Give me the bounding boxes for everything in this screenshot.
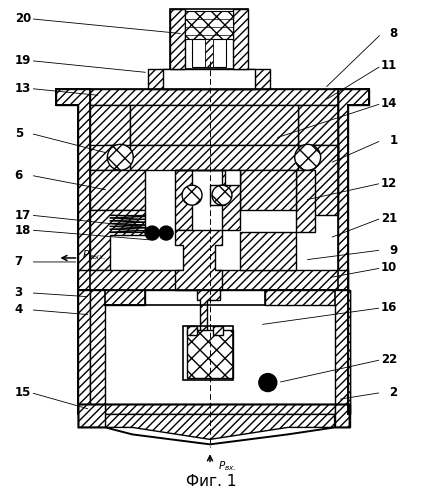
Text: 18: 18 [15, 224, 31, 236]
Polygon shape [298, 106, 338, 166]
Bar [185, 11, 233, 38]
Text: 1: 1 [389, 134, 397, 147]
Text: 9: 9 [389, 244, 397, 256]
Polygon shape [265, 290, 349, 414]
Polygon shape [55, 88, 91, 290]
Text: 3: 3 [15, 286, 23, 300]
Circle shape [212, 185, 232, 205]
Polygon shape [105, 404, 335, 414]
Text: 19: 19 [15, 54, 31, 67]
Text: 2: 2 [389, 386, 397, 399]
Polygon shape [338, 290, 349, 414]
Polygon shape [91, 210, 145, 270]
Circle shape [159, 226, 173, 240]
Polygon shape [175, 230, 222, 290]
Polygon shape [91, 290, 145, 414]
Text: 13: 13 [15, 82, 31, 95]
Polygon shape [130, 106, 298, 146]
Polygon shape [78, 270, 348, 300]
Text: 14: 14 [381, 97, 397, 110]
Polygon shape [170, 9, 185, 68]
Circle shape [259, 374, 277, 392]
Polygon shape [175, 170, 240, 205]
Circle shape [295, 144, 321, 171]
Text: 8: 8 [389, 27, 397, 40]
Text: 7: 7 [15, 256, 23, 268]
Polygon shape [91, 146, 120, 171]
Text: 12: 12 [381, 176, 397, 190]
Text: 16: 16 [381, 302, 397, 314]
Text: 17: 17 [15, 208, 31, 222]
Circle shape [145, 226, 159, 240]
Text: 22: 22 [381, 353, 397, 366]
Circle shape [107, 144, 133, 171]
Polygon shape [148, 68, 270, 88]
Polygon shape [213, 326, 223, 334]
Polygon shape [335, 404, 349, 427]
Polygon shape [296, 170, 315, 232]
Text: 21: 21 [381, 212, 397, 224]
Polygon shape [91, 170, 145, 210]
Polygon shape [78, 290, 91, 414]
Polygon shape [338, 88, 369, 290]
Polygon shape [130, 146, 298, 171]
Polygon shape [308, 146, 338, 171]
Polygon shape [233, 9, 248, 68]
Polygon shape [170, 9, 248, 68]
Text: 10: 10 [381, 262, 397, 274]
Text: 15: 15 [15, 386, 31, 399]
Bar [205, 38, 213, 66]
Bar [192, 38, 226, 66]
Text: 5: 5 [15, 127, 23, 140]
Polygon shape [78, 404, 105, 427]
Text: 4: 4 [15, 304, 23, 316]
Text: 6: 6 [15, 168, 23, 181]
Text: 11: 11 [381, 59, 397, 72]
Text: $P_{вх.}$: $P_{вх.}$ [218, 460, 236, 473]
Polygon shape [91, 88, 338, 106]
Text: $P_{вых.}$: $P_{вых.}$ [82, 248, 107, 262]
Polygon shape [163, 68, 255, 88]
Text: Фиг. 1: Фиг. 1 [186, 474, 236, 488]
Polygon shape [240, 170, 296, 210]
Polygon shape [197, 290, 220, 370]
Polygon shape [175, 170, 192, 230]
Polygon shape [105, 414, 335, 440]
Polygon shape [308, 146, 338, 215]
Circle shape [182, 185, 202, 205]
Polygon shape [240, 232, 296, 270]
Polygon shape [91, 106, 130, 166]
Bar [187, 330, 233, 378]
Text: 20: 20 [15, 12, 31, 26]
Polygon shape [222, 170, 240, 230]
Polygon shape [187, 326, 197, 334]
